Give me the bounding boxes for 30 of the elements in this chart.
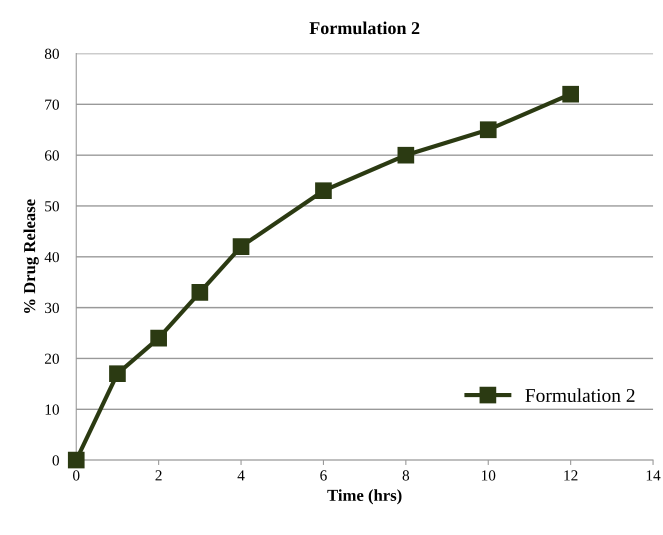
- x-tick-label: 6: [320, 470, 327, 481]
- point: [109, 365, 126, 382]
- chart-title: Formulation 2: [310, 22, 420, 34]
- x-tick-label: 8: [402, 470, 410, 481]
- point: [192, 284, 208, 301]
- point: [315, 182, 332, 200]
- y-tick-label: 70: [45, 99, 59, 110]
- x-axis-title: Time (hrs): [327, 489, 402, 504]
- y-tick-label: 20: [44, 354, 59, 364]
- point: [480, 121, 497, 138]
- x-tick-label: 0: [73, 470, 80, 481]
- y-tick-label: 60: [44, 150, 59, 161]
- legend-label: Formulation 2: [525, 388, 634, 402]
- y-tick-label: 30: [45, 302, 59, 314]
- x-tick-label: 4: [238, 470, 245, 480]
- x-tick-label: 10: [482, 470, 496, 481]
- y-tick-label: 80: [44, 48, 59, 59]
- y-tick-label: 0: [52, 455, 59, 466]
- y-tick-label: 10: [46, 404, 59, 415]
- x-tick-label: 12: [564, 470, 578, 480]
- y-tick-label: 50: [45, 201, 59, 212]
- point: [398, 146, 414, 164]
- x-tick-label: 14: [646, 470, 660, 480]
- y-axis-title: % Drug Release: [24, 199, 39, 313]
- y-tick-label: 40: [44, 252, 59, 262]
- point: [150, 330, 167, 346]
- point: [562, 86, 579, 102]
- point: [232, 238, 250, 255]
- point: [68, 452, 85, 468]
- x-tick-label: 2: [156, 470, 162, 480]
